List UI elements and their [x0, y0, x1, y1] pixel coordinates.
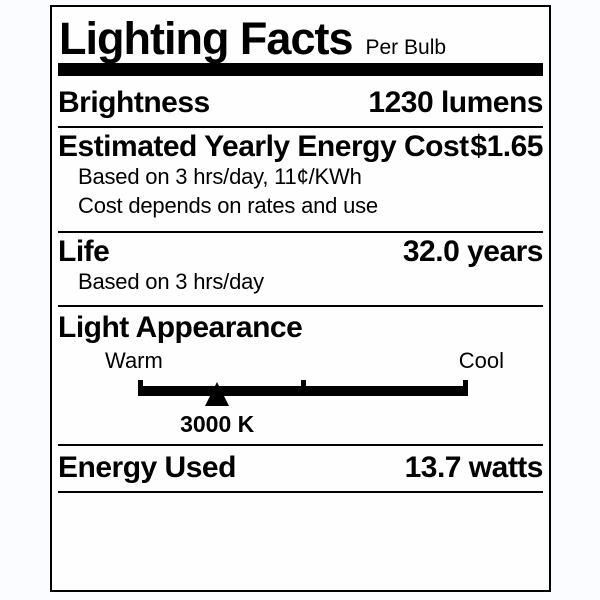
energy-cost-value: $1.65 — [470, 130, 543, 163]
brightness-row: Brightness 1230 lumens — [58, 88, 543, 118]
light-appearance-label: Light Appearance — [58, 311, 303, 344]
brightness-value: 1230 lumens — [368, 86, 543, 119]
life-label: Life — [58, 235, 110, 268]
energy-cost-label: Estimated Yearly Energy Cost — [58, 130, 469, 163]
kelvin-value: 3000 K — [180, 411, 255, 437]
label-title: Lighting Facts — [59, 13, 353, 64]
energy-used-row: Energy Used 13.7 watts — [58, 451, 544, 484]
energy-used-value: 13.7 watts — [404, 451, 544, 484]
header-separator-bar — [58, 63, 543, 76]
life-section: Life 32.0 years Based on 3 hrs/day — [58, 233, 544, 307]
kelvin-marker-triangle-icon — [205, 382, 230, 406]
light-appearance-row: Light Appearance — [58, 313, 543, 343]
energy-used-section: Energy Used 13.7 watts — [58, 446, 544, 493]
cool-label: Cool — [458, 348, 504, 373]
brightness-section: Brightness 1230 lumens — [58, 76, 543, 128]
energy-cost-note-basis: Based on 3 hrs/day, 11¢/KWh — [78, 164, 362, 189]
lighting-facts-label: Lighting Facts Per Bulb Brightness 1230 … — [50, 5, 551, 592]
brightness-label: Brightness — [58, 86, 210, 119]
life-note-basis: Based on 3 hrs/day — [78, 269, 264, 294]
color-temperature-scale: 3000 K — [58, 380, 543, 438]
warm-cool-row: Warm Cool — [58, 350, 543, 372]
light-appearance-section: Light Appearance Warm Cool 3000 K — [58, 307, 543, 446]
energy-used-label: Energy Used — [58, 451, 236, 484]
scale-tick-right — [463, 380, 468, 396]
life-value: 32.0 years — [402, 235, 544, 268]
energy-cost-note-disclaimer: Cost depends on rates and use — [78, 193, 378, 218]
label-header: Lighting Facts Per Bulb — [52, 7, 549, 63]
scale-tick-middle — [300, 380, 306, 396]
energy-cost-row: Estimated Yearly Energy Cost $1.65 — [58, 132, 543, 162]
scale-track: 3000 K — [138, 380, 468, 438]
energy-cost-section: Estimated Yearly Energy Cost $1.65 Based… — [58, 128, 543, 233]
warm-label: Warm — [105, 348, 163, 373]
scale-tick-left — [138, 380, 143, 396]
label-subtitle: Per Bulb — [365, 36, 447, 59]
life-row: Life 32.0 years — [58, 235, 544, 268]
